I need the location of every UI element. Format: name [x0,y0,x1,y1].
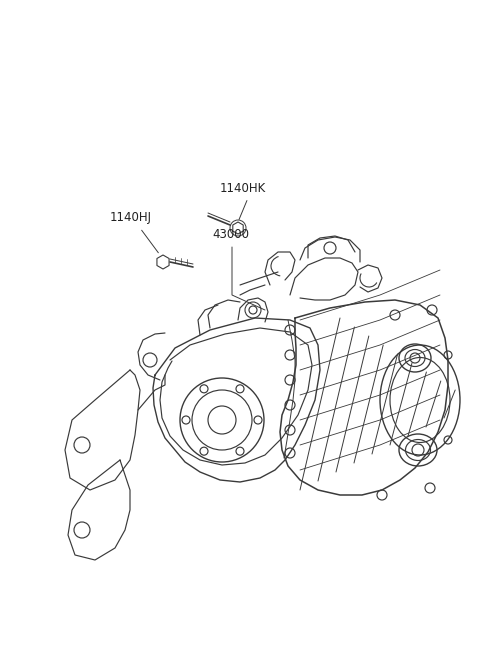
Text: 43000: 43000 [212,229,249,242]
Text: 1140HJ: 1140HJ [110,212,152,225]
Text: 1140HK: 1140HK [220,181,266,195]
